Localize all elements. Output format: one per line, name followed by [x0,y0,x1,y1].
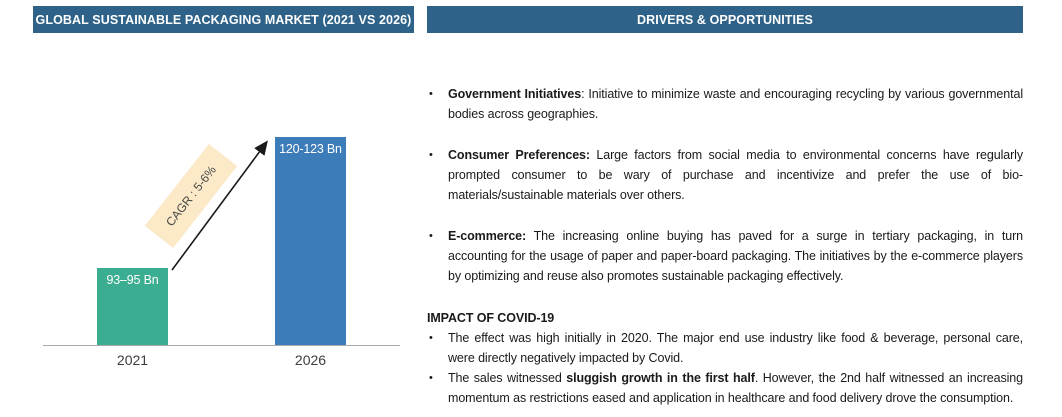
covid-list: • The effect was high initially in 2020.… [427,328,1023,408]
covid-item-bold: sluggish growth in the first half [566,371,755,385]
driver-item-text: Government Initiatives: Initiative to mi… [448,84,1023,124]
bar-2026: 120-123 Bn [275,137,346,345]
covid-item-sales: • The sales witnessed sluggish growth in… [427,368,1023,408]
covid-item-effect: • The effect was high initially in 2020.… [427,328,1023,368]
driver-item-text: Consumer Preferences: Large factors from… [448,145,1023,205]
covid-item-text: The effect was high initially in 2020. T… [448,328,1023,368]
driver-item-bold: Government Initiatives [448,87,582,101]
covid-item-pre: The sales witnessed [448,371,567,385]
left-panel-header: GLOBAL SUSTAINABLE PACKAGING MARKET (202… [33,6,414,33]
covid-heading: IMPACT OF COVID-19 [427,311,555,325]
bullet-icon: • [429,230,433,242]
driver-item-rest: : Initiative to minimize waste and encou… [448,87,1024,121]
bullet-icon: • [429,149,433,161]
covid-item-post: . However, the 2nd half witnessed an inc… [448,371,1024,405]
growth-arrow-icon [171,140,268,271]
bullet-icon: • [429,332,433,344]
driver-item-government-initiatives: • Government Initiatives: Initiative to … [427,84,1023,124]
drivers-list: • Government Initiatives: Initiative to … [427,84,1023,286]
covid-item-pre: The effect was high initially in 2020. T… [448,331,1023,365]
driver-item-rest: The increasing online buying has paved f… [448,229,1023,283]
driver-item-rest: Large factors from social media to envir… [448,148,1023,202]
driver-item-ecommerce: • E-commerce: The increasing online buyi… [427,226,1023,286]
x-axis-line [43,345,400,346]
bullet-icon: • [429,88,433,100]
covid-item-text: The sales witnessed sluggish growth in t… [448,368,1023,408]
x-tick-2021: 2021 [116,352,149,368]
x-tick-2026: 2026 [294,352,327,368]
bar-2026-value-label: 120-123 Bn [279,142,342,156]
cagr-annotation: CAGR : 5-6% [144,143,238,249]
bullet-icon: • [429,372,433,384]
bar-2021-value-label: 93–95 Bn [106,273,159,287]
driver-item-bold: E-commerce: [448,229,527,243]
right-panel-header: DRIVERS & OPPORTUNITIES [427,6,1023,33]
bar-2021: 93–95 Bn [97,268,168,345]
drivers-content: • Government Initiatives: Initiative to … [427,84,1023,408]
driver-item-bold: Consumer Preferences: [448,148,590,162]
driver-item-text: E-commerce: The increasing online buying… [448,226,1023,286]
driver-item-consumer-preferences: • Consumer Preferences: Large factors fr… [427,145,1023,205]
